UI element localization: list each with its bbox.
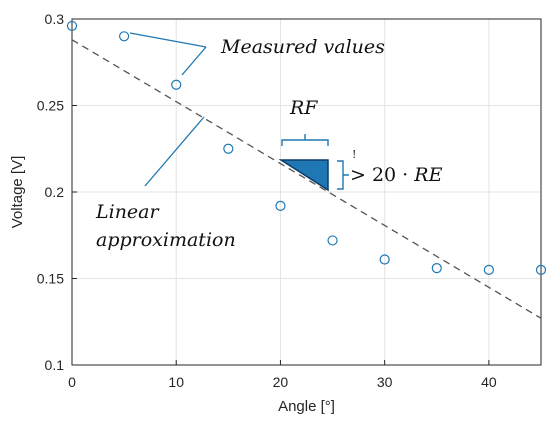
re-brace bbox=[337, 160, 349, 190]
annotation-gt-20-re: > 20 · RE bbox=[350, 164, 443, 186]
x-axis-title: Angle [°] bbox=[278, 398, 335, 415]
measured-point bbox=[223, 143, 234, 154]
measured-point bbox=[379, 254, 390, 265]
y-tick-label: 0.15 bbox=[37, 271, 64, 287]
measured-point bbox=[535, 264, 547, 275]
x-tick-label: 30 bbox=[377, 374, 393, 390]
x-tick-label: 40 bbox=[481, 374, 497, 390]
y-tick-label: 0.3 bbox=[45, 11, 65, 27]
annotation-exclamation: ! bbox=[352, 148, 356, 161]
y-tick-label: 0.2 bbox=[45, 184, 65, 200]
measured-point bbox=[275, 200, 286, 211]
x-tick-label: 0 bbox=[68, 374, 76, 390]
measured-point bbox=[327, 235, 338, 246]
x-tick-label: 20 bbox=[273, 374, 289, 390]
annotation-re-text: RE bbox=[413, 164, 442, 186]
rf-brace bbox=[281, 134, 329, 146]
annotation-rf: RF bbox=[289, 97, 318, 119]
measured-point bbox=[171, 79, 182, 90]
measured-point bbox=[119, 31, 130, 42]
linear-leader-line bbox=[144, 116, 205, 187]
annotation-linear-line2: approximation bbox=[96, 229, 236, 251]
x-tick-label: 10 bbox=[168, 374, 184, 390]
y-axis-title: Voltage [V] bbox=[9, 156, 26, 229]
annotation-linear-line1: Linear bbox=[95, 201, 161, 223]
y-tick-label: 0.1 bbox=[45, 357, 65, 373]
measured-leader-line bbox=[129, 32, 207, 48]
annotation-measured-values: Measured values bbox=[220, 36, 385, 58]
measured-point bbox=[66, 20, 78, 32]
annotation-gt-text: > 20 · bbox=[350, 164, 414, 186]
measured-point bbox=[483, 264, 494, 275]
y-tick-label: 0.25 bbox=[37, 98, 64, 114]
slope-triangle bbox=[278, 159, 329, 192]
measured-leader-line bbox=[181, 46, 207, 76]
linear-approximation-line bbox=[71, 39, 542, 319]
measured-point bbox=[431, 263, 442, 274]
